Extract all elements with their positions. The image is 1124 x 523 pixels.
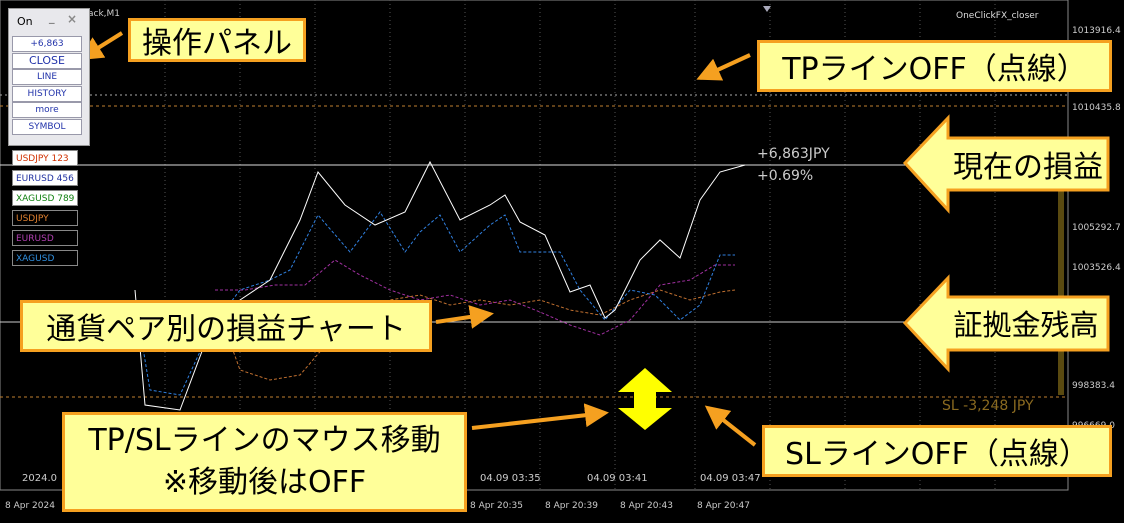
panel-button[interactable]: LINE xyxy=(12,69,82,85)
symbol-label[interactable]: EURUSD xyxy=(12,230,78,246)
symbol-label[interactable]: EURUSD 456 xyxy=(12,170,78,186)
annotation: 操作パネル xyxy=(128,18,306,62)
drag-arrow xyxy=(618,368,672,430)
shift-marker xyxy=(763,6,771,12)
time-label: 8 Apr 20:43 xyxy=(620,501,673,511)
window-title: ack,M1 xyxy=(88,9,121,19)
panel-button[interactable]: HISTORY xyxy=(12,85,82,102)
total-pl-line xyxy=(134,160,746,411)
callout-shape xyxy=(902,114,1110,214)
time-label: 04.09 03:41 xyxy=(587,473,648,484)
symbol-label[interactable]: USDJPY 123 xyxy=(12,150,78,166)
price-label: 1005292.7 xyxy=(1072,223,1121,233)
symbol-label[interactable]: XAGUSD xyxy=(12,250,78,266)
sl-label: SL -3,248 JPY xyxy=(942,398,1034,414)
panel-button[interactable]: CLOSE xyxy=(12,52,82,69)
percent-label: +0.69% xyxy=(757,168,814,184)
time-label: 2024.0 xyxy=(22,473,57,484)
panel-button[interactable]: SYMBOL xyxy=(12,118,82,135)
profit-label: +6,863JPY xyxy=(757,146,830,162)
annotation: 証拠金残高 xyxy=(953,308,1099,342)
annotation-line: ※移動後はOFF xyxy=(162,465,367,500)
symbol-label[interactable]: USDJPY xyxy=(12,210,78,226)
price-label: 1013916.4 xyxy=(1072,26,1121,36)
annotation: SLラインOFF（点線） xyxy=(762,425,1112,477)
symbol-label[interactable]: XAGUSD 789 xyxy=(12,190,78,206)
annotation: TP/SLラインのマウス移動 ※移動後はOFF xyxy=(62,412,467,512)
eurusd-line xyxy=(215,259,735,336)
annotation-line: TP/SLラインのマウス移動 xyxy=(88,423,441,458)
time-label: 8 Apr 20:47 xyxy=(697,501,750,511)
time-label: 04.09 03:35 xyxy=(480,473,541,484)
annotation: 現在の損益 xyxy=(953,150,1103,185)
time-label: 8 Apr 20:35 xyxy=(470,501,523,511)
time-label: 8 Apr 20:39 xyxy=(545,501,598,511)
time-label: 8 Apr 2024 xyxy=(5,501,55,511)
callout-shape xyxy=(902,274,1110,373)
minimize[interactable]: _ xyxy=(49,11,55,24)
close-window[interactable]: × xyxy=(67,12,78,26)
annotation: TPラインOFF（点線） xyxy=(757,40,1112,92)
time-label: 04.09 03:47 xyxy=(700,473,761,484)
price-label: 1010435.8 xyxy=(1072,103,1121,113)
panel-button[interactable]: more xyxy=(12,102,82,118)
panel-button[interactable]: +6,863 xyxy=(12,36,82,52)
xagusd-line xyxy=(134,211,735,396)
panel-title: On xyxy=(17,15,33,28)
annotation: 通貨ペア別の損益チャート xyxy=(20,300,432,352)
ea-name: OneClickFX_closer xyxy=(956,11,1039,21)
margin-bar xyxy=(1058,185,1064,395)
usdjpy-line xyxy=(214,289,736,381)
price-label: 1003526.4 xyxy=(1072,263,1121,273)
price-label: 998383.4 xyxy=(1072,381,1115,391)
